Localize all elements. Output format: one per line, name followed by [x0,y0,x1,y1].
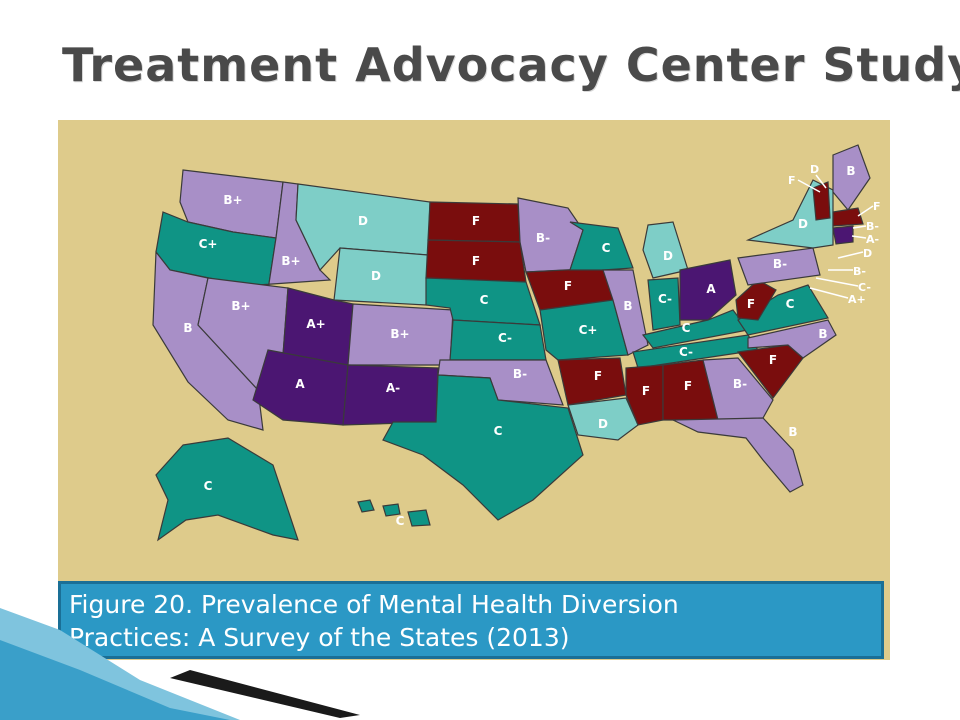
state-ct [832,225,854,245]
label-id: B+ [281,254,300,268]
state-tx [382,374,584,521]
label-ut: A+ [306,317,325,331]
state-in [647,277,681,331]
label-wa: B+ [223,193,242,207]
label-nm: A- [386,381,400,395]
callout-label: B- [866,220,879,233]
label-ca: B [183,321,192,335]
label-ga: B- [733,377,747,391]
label-ak: C [204,479,213,493]
state-hi-1 [357,499,375,513]
callout-label: A- [866,233,879,246]
callout-label: D [810,163,819,176]
state-wy [333,247,429,306]
state-hi-3 [407,509,431,527]
label-ok: B- [513,367,527,381]
label-la: D [598,417,608,431]
state-nm [342,364,439,426]
state-ca [152,250,264,431]
label-nv: B+ [231,299,250,313]
label-sc: F [769,353,777,367]
caption-line-1: Figure 20. Prevalence of Mental Health D… [69,590,679,619]
label-or: C+ [199,237,218,251]
state-vt [812,181,831,221]
state-va [737,284,829,336]
label-ne: C [480,293,489,307]
state-la [567,397,639,441]
label-ky: C [682,321,691,335]
label-in: C- [658,292,672,306]
label-hi: C [396,514,405,528]
label-mi: D [663,249,673,263]
label-ms: F [642,384,650,398]
callout-lines [797,174,874,299]
callout-label: D [863,247,872,260]
state-ar [557,357,627,406]
label-tn: C- [679,345,693,359]
label-il: B [623,299,632,313]
label-nc: B [818,327,827,341]
label-pa: B- [773,257,787,271]
state-ga [702,357,774,421]
decorative-swoosh [0,608,360,720]
callout-label: C- [858,281,871,294]
state-hi-2 [382,503,401,517]
label-az: A [295,377,305,391]
state-pa [737,247,821,286]
label-tx: C [494,424,503,438]
label-mn: B- [536,231,550,245]
state-nc [747,319,837,359]
label-ar: F [594,369,602,383]
label-wi: C [602,241,611,255]
label-sd: F [472,254,480,268]
callout-label: F [788,174,796,187]
label-ia: F [564,279,572,293]
state-fl [672,417,804,493]
label-mt: D [358,214,368,228]
state-az [252,349,349,426]
state-ms [625,364,664,426]
state-mo [539,299,629,361]
label-mo: C+ [579,323,598,337]
state-me [832,144,871,211]
state-ma [832,207,864,227]
state-ak [155,437,299,542]
state-mi [642,221,689,279]
callout-label: B- [853,265,866,278]
label-ny: D [798,217,808,231]
slide-title: Treatment Advocacy Center Study [62,38,960,92]
state-oh [679,259,737,321]
label-co: B+ [390,327,409,341]
callout-label: A+ [848,293,866,306]
label-oh: A [706,282,716,296]
us-map: B+ C+ B B+ B+ D D A+ B+ A A- F F C C- B-… [58,120,890,660]
caption-line-2: Practices: A Survey of the States (2013) [69,623,570,652]
label-wv: F [747,297,755,311]
label-me: B [846,164,855,178]
figure-caption: Figure 20. Prevalence of Mental Health D… [58,581,884,659]
label-ks: C- [498,331,512,345]
label-nd: F [472,214,480,228]
callout-label: F [873,200,881,213]
label-va: C [786,297,795,311]
state-il [602,269,649,356]
label-al: F [684,379,692,393]
label-wy: D [371,269,381,283]
us-map-svg: B+ C+ B B+ B+ D D A+ B+ A A- F F C C- B-… [152,144,881,542]
label-fl: B [788,425,797,439]
